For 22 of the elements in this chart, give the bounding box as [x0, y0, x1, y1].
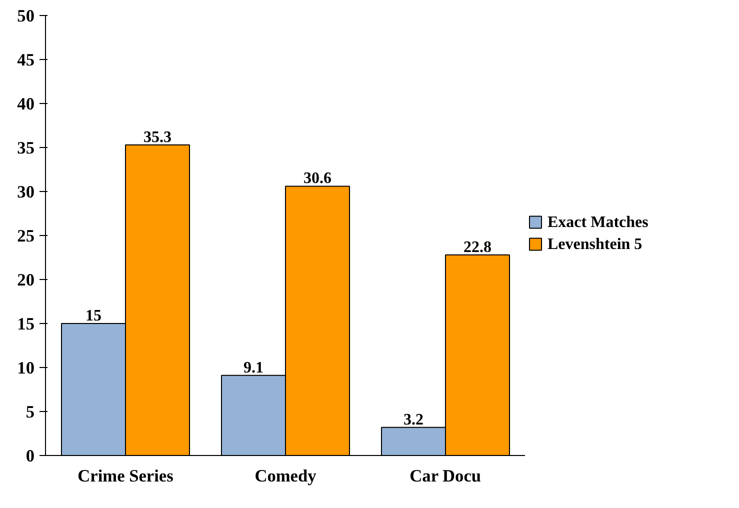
y-tick-label: 40 [17, 94, 34, 114]
data-label: 30.6 [304, 170, 332, 188]
data-label: 15 [86, 308, 102, 324]
y-tick-label: 20 [17, 270, 34, 290]
y-tick-label: 50 [17, 6, 34, 26]
y-tick-label: 5 [26, 402, 35, 422]
y-tick-label: 15 [17, 314, 35, 334]
data-label: 22.8 [464, 238, 492, 256]
y-tick-label: 35 [17, 138, 35, 158]
y-tick-label: 45 [17, 50, 35, 70]
y-tick-label: 10 [17, 358, 34, 378]
legend-label: Exact Matches [548, 214, 648, 231]
y-tick-label: 0 [26, 446, 35, 466]
y-tick-label: 25 [17, 226, 35, 246]
x-tick-label: Crime Series [78, 466, 174, 486]
y-tick-label: 30 [17, 182, 34, 202]
legend-label: Levenshtein 5 [548, 236, 642, 253]
x-tick-label: Comedy [254, 466, 317, 486]
data-label: 3.2 [404, 411, 424, 428]
data-label: 35.3 [144, 128, 172, 146]
x-tick-label: Car Docu [410, 466, 482, 486]
data-label: 9.1 [244, 359, 264, 376]
